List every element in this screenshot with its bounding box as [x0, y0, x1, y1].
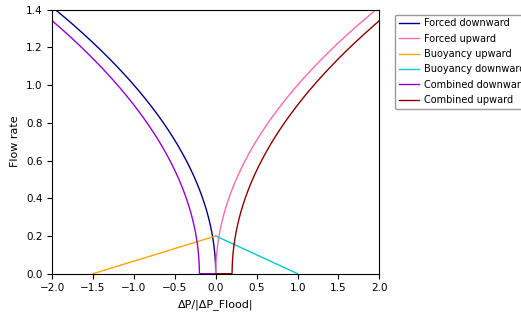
Y-axis label: Flow rate: Flow rate — [10, 116, 20, 167]
Legend: Forced downward, Forced upward, Buoyancy upward, Buoyancy downward, Combined dow: Forced downward, Forced upward, Buoyancy… — [395, 14, 521, 109]
X-axis label: ΔP/|ΔP_Flood|: ΔP/|ΔP_Flood| — [178, 299, 254, 310]
